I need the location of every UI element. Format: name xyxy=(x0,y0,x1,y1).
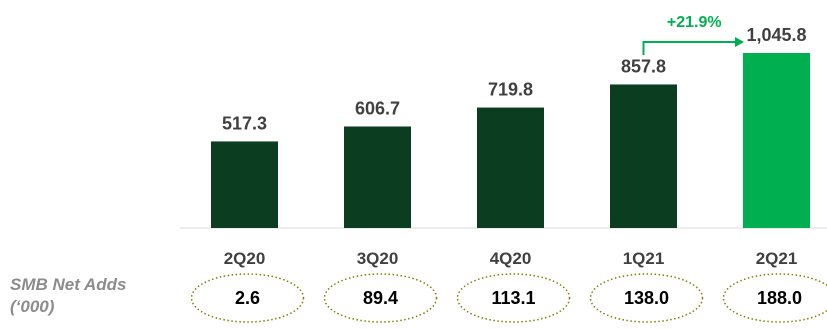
bar-3q20 xyxy=(344,126,411,228)
net-adds-value: 2.6 xyxy=(235,288,260,308)
category-label: 2Q21 xyxy=(756,249,798,268)
bar-value-label: 517.3 xyxy=(222,113,267,133)
bar-4q20 xyxy=(477,107,544,228)
growth-arrow-head xyxy=(735,37,744,47)
category-label: 1Q21 xyxy=(623,249,665,268)
bar-1q21 xyxy=(610,84,677,228)
category-label: 3Q20 xyxy=(357,249,399,268)
bar-value-label: 857.8 xyxy=(621,56,666,76)
net-adds-oval xyxy=(589,273,704,323)
net-adds-value: 113.1 xyxy=(491,288,535,308)
bar-2q20 xyxy=(211,141,278,228)
net-adds-value: 89.4 xyxy=(363,288,398,308)
net-adds-oval xyxy=(722,273,827,323)
bar-value-label: 1,045.8 xyxy=(746,25,806,45)
category-label: 4Q20 xyxy=(490,249,532,268)
growth-percent-label: +21.9% xyxy=(667,14,722,31)
net-adds-oval xyxy=(323,273,438,323)
net-adds-value: 138.0 xyxy=(624,288,669,308)
net-adds-title-line1: SMB Net Adds xyxy=(10,275,127,294)
net-adds-value: 188.0 xyxy=(757,288,802,308)
bar-value-label: 719.8 xyxy=(488,80,533,100)
bar-2q21 xyxy=(743,53,810,228)
category-label: 2Q20 xyxy=(224,249,266,268)
net-adds-oval xyxy=(456,273,571,323)
bar-value-label: 606.7 xyxy=(355,98,400,118)
net-adds-oval xyxy=(190,273,305,323)
net-adds-title: SMB Net Adds (‘000) xyxy=(10,274,170,318)
growth-arrow-line xyxy=(642,41,737,55)
net-adds-title-line2: (‘000) xyxy=(10,297,55,316)
